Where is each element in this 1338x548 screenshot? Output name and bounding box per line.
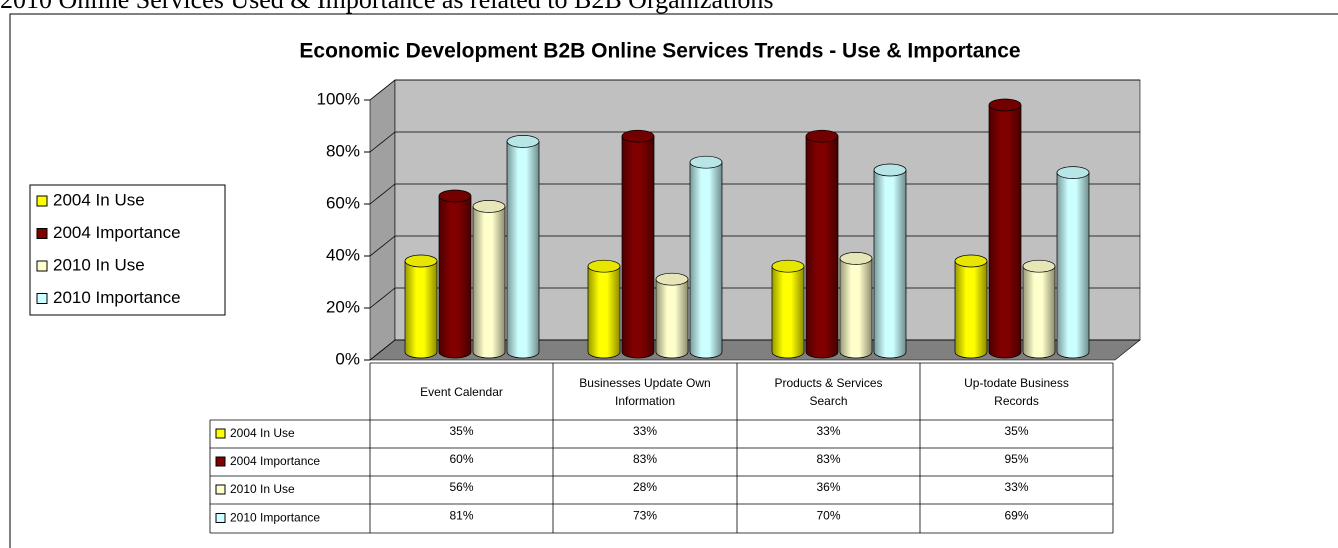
bar xyxy=(621,135,655,359)
grid-line xyxy=(369,235,396,257)
category-cell: Businesses Update Own Information xyxy=(579,375,711,408)
bar xyxy=(438,195,472,359)
bar-top xyxy=(988,98,1022,112)
table-value: 33% xyxy=(816,424,840,438)
legend-label: 2010 In Use xyxy=(53,255,145,274)
bar xyxy=(873,169,907,359)
legend-swatch xyxy=(36,260,48,272)
bar-top xyxy=(1022,259,1056,273)
bar xyxy=(472,206,506,359)
bar-top xyxy=(587,259,621,273)
table-row-label: 2010 In Use xyxy=(230,482,295,496)
y-tick-label: 60% xyxy=(326,193,360,212)
bar-top xyxy=(438,189,472,203)
legend-label: 2004 Importance xyxy=(53,223,181,242)
table-value: 35% xyxy=(449,424,473,438)
grid-line xyxy=(369,287,396,309)
legend-swatch xyxy=(36,293,48,304)
bar-top xyxy=(506,135,540,148)
table-value: 69% xyxy=(1004,509,1028,523)
table-swatch xyxy=(215,513,226,523)
bar xyxy=(839,258,873,359)
table-swatch xyxy=(215,484,226,495)
y-tick-label: 100% xyxy=(317,89,360,108)
y-tick-label: 20% xyxy=(326,297,360,316)
table-value: 60% xyxy=(449,452,473,466)
bar xyxy=(1022,265,1056,359)
legend xyxy=(29,184,226,316)
bar xyxy=(1056,172,1090,359)
bar-top xyxy=(621,129,655,143)
table-row-label: 2004 Importance xyxy=(230,454,320,468)
table-row-label: 2004 In Use xyxy=(230,426,295,440)
bar xyxy=(771,265,805,359)
bar-top xyxy=(404,254,438,268)
table-value: 33% xyxy=(1004,480,1028,494)
grid-line xyxy=(369,339,396,361)
legend-label: 2004 In Use xyxy=(53,190,145,209)
y-tick-label: 40% xyxy=(326,245,360,264)
legend-swatch xyxy=(36,195,48,207)
x-tick-label: Products & Services Search xyxy=(774,375,883,408)
y-tick-label: 0% xyxy=(335,349,360,368)
chart-title: Economic Development B2B Online Services… xyxy=(299,40,1020,63)
category-cell: Up-todate Business Records xyxy=(964,375,1069,408)
category-cell: Event Calendar xyxy=(420,384,503,399)
side-wall xyxy=(369,79,396,361)
bar-top xyxy=(655,272,689,286)
bar xyxy=(805,135,839,359)
table-value: 56% xyxy=(449,480,473,494)
page-heading: 2010 Online Services Used & Importance a… xyxy=(0,0,774,14)
bar-top xyxy=(472,200,506,213)
table-swatch xyxy=(215,456,226,467)
bar-top xyxy=(1056,166,1090,179)
grid-line xyxy=(369,131,396,153)
bar-top xyxy=(689,155,723,169)
bar xyxy=(954,260,988,359)
table-value: 81% xyxy=(449,509,473,523)
bar xyxy=(988,104,1022,359)
bar-top xyxy=(839,252,873,265)
table-value: 36% xyxy=(816,480,840,494)
table-value: 73% xyxy=(633,509,657,523)
bar-top xyxy=(805,129,839,143)
table-value: 28% xyxy=(633,480,657,494)
bar xyxy=(587,265,621,359)
bar xyxy=(506,141,540,359)
bar-top xyxy=(873,163,907,177)
table-value: 83% xyxy=(633,452,657,466)
bar-top xyxy=(954,254,988,268)
y-tick-label: 80% xyxy=(326,141,360,160)
table-value: 70% xyxy=(816,509,840,523)
bar-top xyxy=(771,259,805,273)
table-value: 35% xyxy=(1004,424,1028,438)
table-swatch xyxy=(215,428,226,439)
grid-line xyxy=(369,183,396,205)
table-value: 95% xyxy=(1004,452,1028,466)
legend-label: 2010 Importance xyxy=(53,288,181,307)
x-tick-label: Up-todate Business Records xyxy=(964,375,1069,408)
category-cell: Products & Services Search xyxy=(774,375,883,408)
table-value: 33% xyxy=(633,424,657,438)
x-tick-label: Businesses Update Own Information xyxy=(579,375,711,408)
legend-swatch xyxy=(36,228,48,239)
grid-line xyxy=(369,79,396,101)
bar xyxy=(689,161,723,359)
bar xyxy=(404,260,438,359)
bar xyxy=(655,278,689,359)
table-value: 83% xyxy=(816,452,840,466)
table-row-label: 2010 Importance xyxy=(230,511,320,525)
x-tick-label: Event Calendar xyxy=(420,384,503,399)
